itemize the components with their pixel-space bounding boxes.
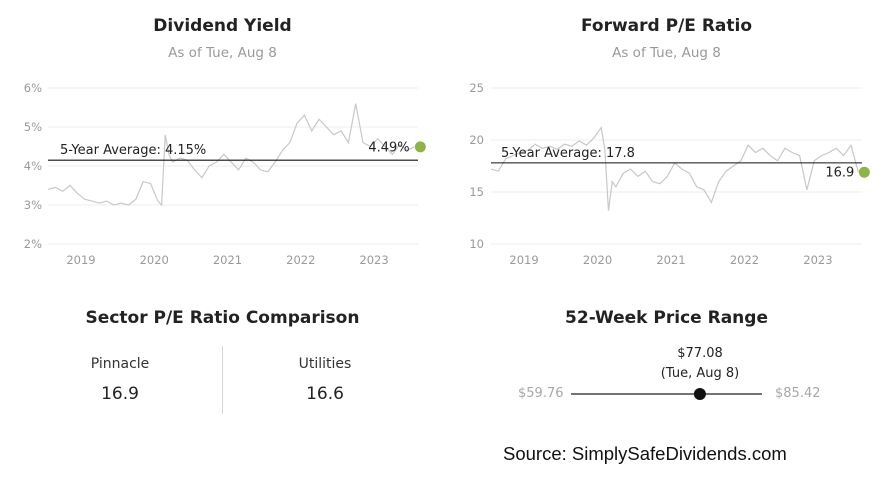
sector-comparison-panel: Sector P/E Ratio Comparison Pinnacle 16.… (0, 300, 445, 430)
sector-name-pinnacle: Pinnacle (90, 356, 150, 372)
dividend-yield-subtitle: As of Tue, Aug 8 (168, 45, 277, 61)
sector-value-pinnacle: 16.9 (101, 384, 139, 404)
y-tick-label: 4% (24, 159, 42, 173)
source-credit: Source: SimplySafeDividends.com (503, 443, 787, 464)
x-tick-label: 2023 (359, 253, 388, 267)
x-tick-label: 2021 (656, 253, 685, 267)
dividend-yield-panel: Dividend Yield As of Tue, Aug 8 6% 5% 4% 3%… (0, 0, 445, 290)
current-value-label: 4.49% (368, 140, 409, 155)
forward-pe-panel: Forward P/E Ratio As of Tue, Aug 8 25 20 1… (444, 0, 889, 290)
y-tick-label: 3% (24, 198, 42, 212)
current-value-marker (414, 141, 426, 153)
average-label: 5-Year Average: 4.15% (60, 143, 206, 158)
y-tick-label: 15 (469, 185, 484, 199)
forward-pe-subtitle: As of Tue, Aug 8 (612, 45, 721, 61)
x-tick-label: 2022 (286, 253, 315, 267)
x-tick-label: 2021 (213, 253, 242, 267)
current-value-label: 16.9 (825, 166, 854, 181)
price-range-date: (Tue, Aug 8) (660, 366, 740, 381)
y-tick-label: 2% (24, 237, 42, 251)
series-line (490, 125, 859, 211)
sector-divider (222, 346, 223, 414)
x-tick-label: 2023 (803, 253, 832, 267)
x-tick-label: 2020 (140, 253, 169, 267)
x-tick-label: 2019 (509, 253, 538, 267)
sector-name-utilities: Utilities (298, 356, 352, 372)
series-line (47, 103, 415, 207)
price-range-high: $85.42 (775, 386, 821, 401)
x-tick-label: 2022 (730, 253, 759, 267)
y-tick-label: 10 (469, 237, 484, 251)
price-range-track (571, 388, 762, 400)
dividend-yield-chart: 6% 5% 4% 3% 2% 2019 2020 2021 2022 2023 5-Year Ave… (24, 81, 426, 267)
price-range-marker (693, 388, 706, 400)
sector-value-utilities: 16.6 (306, 384, 344, 404)
forward-pe-chart: 25 20 15 10 2019 2020 2021 2022 2023 5-Year Avera… (469, 81, 870, 267)
y-tick-label: 5% (24, 120, 42, 134)
y-tick-label: 6% (24, 81, 42, 95)
x-tick-label: 2019 (66, 253, 95, 267)
dividend-yield-title: Dividend Yield (153, 16, 292, 36)
price-range-current: $77.08 (677, 346, 723, 361)
x-tick-label: 2020 (583, 253, 612, 267)
price-range-title: 52-Week Price Range (565, 308, 768, 328)
forward-pe-title: Forward P/E Ratio (580, 16, 753, 36)
sector-comparison-title: Sector P/E Ratio Comparison (85, 308, 360, 328)
average-label: 5-Year Average: 17.8 (501, 146, 635, 161)
y-tick-label: 25 (469, 81, 484, 95)
price-range-low: $59.76 (518, 386, 564, 401)
price-range-panel: 52-Week Price Range $77.08 (Tue, Aug 8) … (444, 300, 889, 430)
y-tick-label: 20 (469, 133, 484, 147)
current-value-marker (858, 166, 870, 178)
